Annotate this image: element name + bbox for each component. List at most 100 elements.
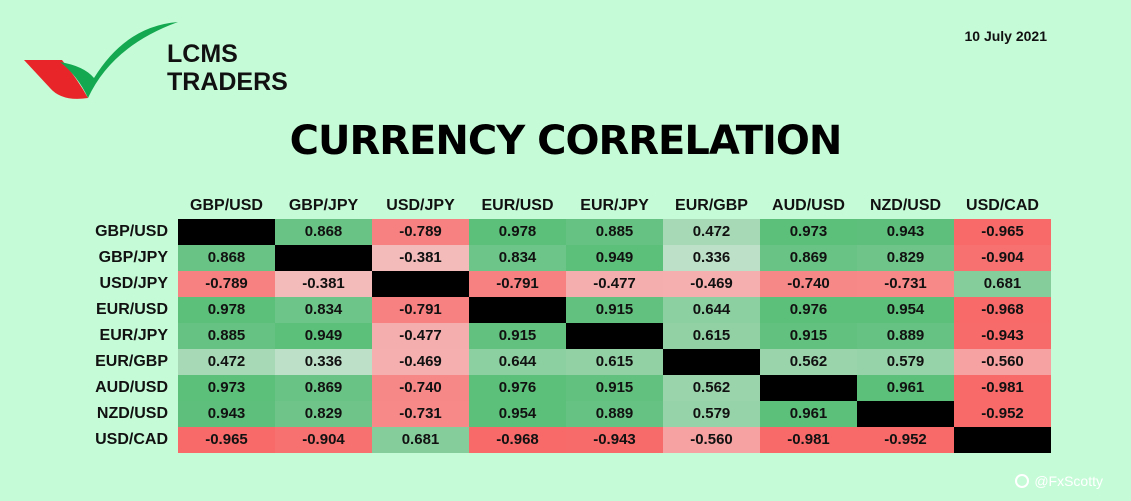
- diagonal-cell: [372, 271, 469, 297]
- brand-line-1: LCMS: [167, 40, 238, 68]
- correlation-cell: 0.868: [275, 219, 372, 245]
- correlation-cell: 0.943: [857, 219, 954, 245]
- column-header: EUR/USD: [481, 197, 554, 214]
- diagonal-cell: [275, 245, 372, 271]
- correlation-cell: 0.915: [469, 323, 566, 349]
- table-row: AUD/USD 0.973 0.869 -0.740 0.976 0.915 0.562 0.…: [60, 375, 1051, 401]
- column-header: USD/CAD: [966, 197, 1039, 214]
- correlation-cell: 0.681: [372, 427, 469, 453]
- table-row: EUR/GBP 0.472 0.336 -0.469 0.644 0.615 0.562 0.…: [60, 349, 1051, 375]
- table-row: GBP/JPY 0.868 -0.381 0.834 0.949 0.336 0.869 0.…: [60, 245, 1051, 271]
- diagonal-cell: [954, 427, 1051, 453]
- row-header: GBP/JPY: [98, 249, 168, 266]
- correlation-cell: 0.889: [857, 323, 954, 349]
- correlation-cell: 0.976: [469, 375, 566, 401]
- correlation-cell: 0.336: [275, 349, 372, 375]
- column-header: NZD/USD: [869, 197, 942, 214]
- correlation-cell: -0.952: [954, 401, 1051, 427]
- correlation-cell: -0.560: [954, 349, 1051, 375]
- table-row: GBP/USD 0.868 -0.789 0.978 0.885 0.472 0.973 0.…: [60, 219, 1051, 245]
- column-header: EUR/JPY: [580, 197, 649, 214]
- diagonal-cell: [469, 297, 566, 323]
- row-header: NZD/USD: [96, 405, 168, 422]
- correlation-cell: -0.731: [857, 271, 954, 297]
- correlation-cell: -0.943: [954, 323, 1051, 349]
- watermark-text: @FxScotty: [1034, 473, 1103, 489]
- correlation-cell: -0.789: [372, 219, 469, 245]
- row-header: AUD/USD: [95, 379, 168, 396]
- row-header: USD/CAD: [95, 431, 168, 448]
- correlation-cell: 0.973: [178, 375, 275, 401]
- diagonal-cell: [663, 349, 760, 375]
- correlation-cell: 0.949: [275, 323, 372, 349]
- row-header: GBP/USD: [95, 223, 168, 240]
- correlation-cell: 0.829: [857, 245, 954, 271]
- diagonal-cell: [857, 401, 954, 427]
- correlation-cell: 0.885: [566, 219, 663, 245]
- correlation-cell: 0.885: [178, 323, 275, 349]
- correlation-cell: 0.644: [663, 297, 760, 323]
- row-header: EUR/JPY: [99, 327, 168, 344]
- correlation-cell: 0.954: [857, 297, 954, 323]
- table-row: USD/JPY -0.789 -0.381 -0.791 -0.477 -0.469 -0.…: [60, 271, 1051, 297]
- column-header: GBP/JPY: [288, 197, 359, 214]
- correlation-cell: 0.834: [469, 245, 566, 271]
- correlation-cell: -0.791: [372, 297, 469, 323]
- correlation-cell: -0.740: [372, 375, 469, 401]
- correlation-cell: 0.681: [954, 271, 1051, 297]
- correlation-cell: -0.469: [372, 349, 469, 375]
- correlation-cell: 0.615: [663, 323, 760, 349]
- correlation-cell: 0.943: [178, 401, 275, 427]
- correlation-cell: -0.789: [178, 271, 275, 297]
- column-header: AUD/USD: [772, 197, 845, 214]
- date-label: 10 July 2021: [964, 28, 1047, 44]
- correlation-cell: -0.981: [760, 427, 857, 453]
- correlation-cell: 0.915: [760, 323, 857, 349]
- diagonal-cell: [178, 219, 275, 245]
- page-title: CURRENCY CORRELATION: [289, 118, 843, 164]
- brand-line-2: TRADERS: [167, 68, 288, 96]
- correlation-cell: 0.954: [469, 401, 566, 427]
- correlation-cell: -0.469: [663, 271, 760, 297]
- watermark: @FxScotty: [1015, 473, 1103, 489]
- correlation-cell: 0.978: [469, 219, 566, 245]
- logo-check-icon: [24, 22, 178, 99]
- correlation-cell: -0.477: [566, 271, 663, 297]
- column-header: USD/JPY: [386, 197, 455, 214]
- table-row: USD/CAD -0.965 -0.904 0.681 -0.968 -0.943 -0.5…: [60, 427, 1051, 453]
- table-row: EUR/JPY 0.885 0.949 -0.477 0.915 0.615 0.915 0.…: [60, 323, 1051, 349]
- correlation-cell: 0.961: [857, 375, 954, 401]
- row-header: EUR/GBP: [95, 353, 168, 370]
- correlation-cell: 0.336: [663, 245, 760, 271]
- correlation-cell: 0.579: [857, 349, 954, 375]
- correlation-cell: -0.731: [372, 401, 469, 427]
- table-row: EUR/USD 0.978 0.834 -0.791 0.915 0.644 0.976 0.…: [60, 297, 1051, 323]
- correlation-cell: 0.615: [566, 349, 663, 375]
- correlation-cell: -0.791: [469, 271, 566, 297]
- correlation-cell: 0.834: [275, 297, 372, 323]
- correlation-cell: -0.740: [760, 271, 857, 297]
- row-header: USD/JPY: [99, 275, 168, 292]
- correlation-cell: -0.981: [954, 375, 1051, 401]
- diagonal-cell: [760, 375, 857, 401]
- brand-name: LCMS TRADERS: [167, 40, 288, 96]
- correlation-cell: 0.978: [178, 297, 275, 323]
- correlation-cell: 0.472: [663, 219, 760, 245]
- matrix-rows: GBP/USD 0.868 -0.789 0.978 0.885 0.472 0.973 0.…: [60, 219, 1051, 453]
- column-headers: GBP/USD GBP/JPY USD/JPY EUR/USD EUR/JPY EUR/G…: [178, 193, 1051, 219]
- correlation-cell: 0.915: [566, 375, 663, 401]
- correlation-cell: -0.965: [954, 219, 1051, 245]
- correlation-cell: 0.961: [760, 401, 857, 427]
- correlation-cell: 0.976: [760, 297, 857, 323]
- correlation-cell: 0.829: [275, 401, 372, 427]
- correlation-cell: 0.562: [663, 375, 760, 401]
- correlation-cell: 0.869: [275, 375, 372, 401]
- camera-icon: [1015, 474, 1030, 488]
- correlation-cell: 0.889: [566, 401, 663, 427]
- correlation-cell: -0.560: [663, 427, 760, 453]
- correlation-cell: -0.965: [178, 427, 275, 453]
- column-header: EUR/GBP: [675, 197, 748, 214]
- correlation-cell: -0.943: [566, 427, 663, 453]
- correlation-cell: -0.968: [954, 297, 1051, 323]
- correlation-cell: -0.904: [275, 427, 372, 453]
